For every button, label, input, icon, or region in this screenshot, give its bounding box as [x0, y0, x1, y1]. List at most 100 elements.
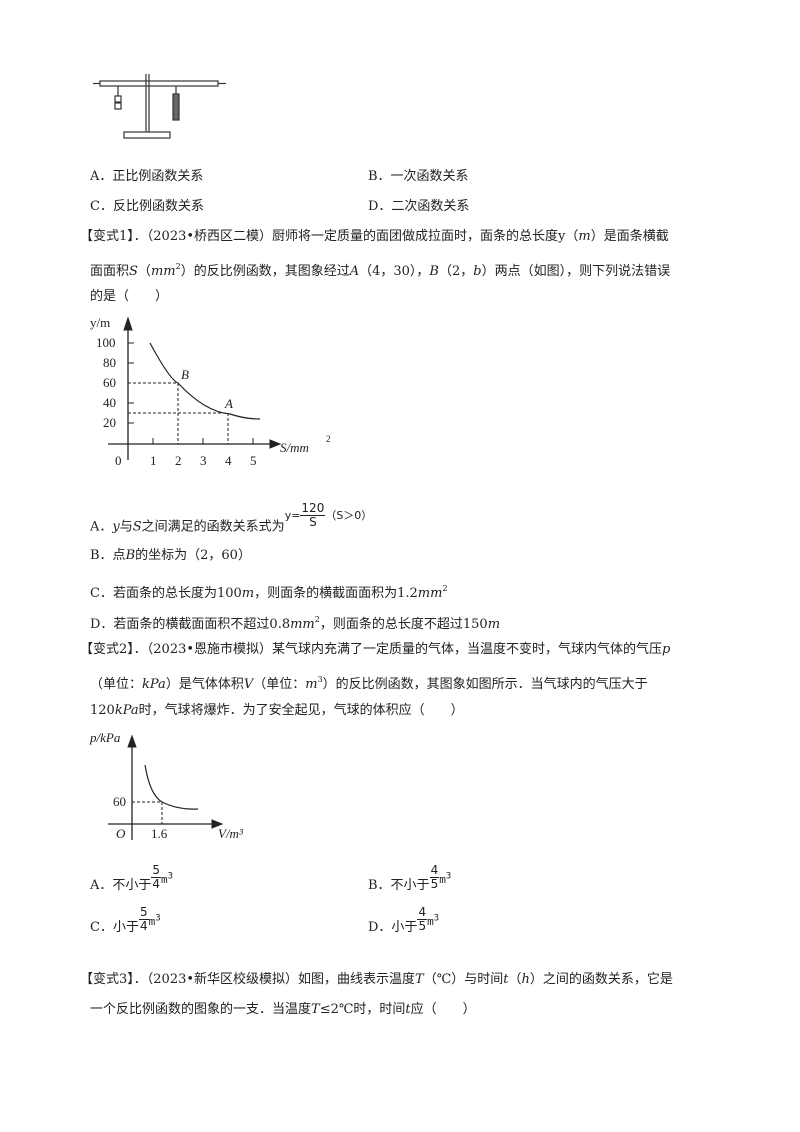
text-segment: （单位： [253, 677, 306, 692]
text-segment: h [521, 972, 530, 987]
text-segment: B．点 [90, 548, 126, 563]
text-segment: ）之间的函数关系，它是 [529, 972, 673, 987]
text-segment: t [405, 1002, 411, 1017]
question-text: 【变式3】．（2023•新华区校级模拟）如图，曲线表示温度T（℃）与时间t（h）… [80, 972, 673, 988]
text-segment: 之间满足的函数关系式为 [141, 519, 285, 535]
formula-lhs: y= [284, 508, 301, 522]
text-segment: 3 [317, 675, 323, 684]
option-d[interactable]: D．若面条的横截面面积不超过0.8mm2，则面条的总长度不超过150m [90, 612, 500, 633]
option-d[interactable]: D．二次函数关系 [368, 199, 469, 215]
unit: m3 [148, 913, 161, 928]
text-segment: A． [90, 519, 113, 535]
question-text: 120kPa时，气球将爆炸．为了安全起见，气球的体积应（ ） [90, 703, 464, 719]
formula-condition: （S＞0） [325, 508, 373, 522]
option-label: D．小于 [368, 920, 418, 935]
length-area-graph [108, 316, 282, 460]
text-segment: T [415, 972, 424, 987]
text-segment: 的是（ ） [90, 289, 169, 304]
text-segment: A [349, 264, 360, 279]
text-segment: 2 [175, 262, 181, 271]
option-label: C．小于 [90, 920, 139, 935]
y-tick: 40 [103, 395, 116, 410]
text-segment: 与 [119, 519, 133, 535]
unit-sup: 3 [445, 871, 452, 882]
x-tick: 2 [175, 453, 182, 468]
text-segment: 【变式2】．（2023•恩施市模拟）某气球内充满了一定质量的气体，当温度不变时，… [80, 642, 663, 657]
x-axis-label: V/m³ [218, 826, 244, 841]
unit-text: m [161, 873, 168, 886]
x-tick: 4 [225, 453, 232, 468]
option-label: B．不小于 [368, 878, 430, 893]
text-segment: B．一次函数关系 [368, 169, 469, 184]
y-tick: 60 [113, 794, 126, 809]
text-segment: （ [137, 264, 151, 279]
option-d[interactable]: D．小于 4 5 m3 [368, 906, 440, 941]
unit: m3 [161, 871, 173, 886]
option-c[interactable]: C．反比例函数关系 [90, 199, 204, 215]
text-segment: （ [565, 229, 579, 244]
text-segment: 应（ ） [410, 1002, 476, 1017]
text-segment: b [473, 264, 482, 279]
question-text: （单位：kPa）是气体体积V（单位：m3）的反比例函数，其图象如图所示．当气球内… [90, 672, 648, 693]
text-segment: C．若面条的总长度为100 [90, 586, 242, 601]
graph2-labels: p/kPa 60 1.6 O V/m³ [89, 730, 244, 841]
text-segment: ，则面条的总长度不超过150 [319, 617, 488, 632]
text-segment: m [487, 617, 501, 632]
text-segment: D．二次函数关系 [368, 199, 470, 214]
formula-denominator: S [309, 515, 317, 529]
option-c[interactable]: C．若面条的总长度为100m，则面条的横截面面积为1.2mm2 [90, 581, 448, 602]
x-tick: 5 [250, 453, 257, 468]
y-tick: 80 [103, 355, 116, 370]
unit-text: m [148, 915, 156, 928]
point-b-label: B [181, 367, 189, 382]
text-segment: C．反比例函数关系 [90, 199, 204, 214]
text-segment: m [578, 229, 591, 244]
option-a[interactable]: A．y与S之间满足的函数关系式为y= 120 S （S＞0） [90, 502, 372, 541]
y-axis-label: p/kPa [89, 730, 121, 745]
text-segment: T [311, 1002, 320, 1017]
x-tick: 1.6 [151, 826, 168, 841]
denominator: 4 [152, 877, 161, 891]
y-tick: 60 [103, 375, 116, 390]
lever-apparatus-figure [93, 74, 226, 139]
text-segment: B [429, 264, 439, 279]
text-segment: y [558, 229, 566, 244]
unit: m3 [427, 913, 440, 928]
text-segment: B [125, 548, 136, 563]
option-b[interactable]: B．一次函数关系 [368, 169, 469, 185]
denominator: 4 [139, 919, 148, 933]
unit-sup: 3 [433, 913, 440, 924]
text-segment: kPa [114, 703, 139, 718]
unit-text: m [439, 873, 446, 886]
text-segment: 面面积 [90, 264, 130, 279]
text-segment: ）的反比例函数，其图象经过 [180, 264, 350, 279]
text-segment: kPa [142, 677, 166, 692]
x-axis-label-sup: 2 [326, 434, 331, 444]
text-segment: 时，气球将爆炸．为了安全起见，气球的体积应（ ） [138, 703, 464, 718]
point-a-label: A [224, 396, 233, 411]
denominator: 5 [418, 919, 427, 933]
text-segment: S [129, 264, 138, 279]
option-b[interactable]: B．点B的坐标为（2，60） [90, 548, 251, 564]
numerator: 4 [429, 863, 440, 878]
text-segment: D．若面条的横截面面积不超过0.8 [90, 617, 291, 632]
text-segment: 2 [314, 615, 320, 624]
text-segment: V [243, 677, 254, 692]
option-a[interactable]: A．不小于 5 4 m3 [90, 864, 173, 899]
question-text: 的是（ ） [90, 289, 168, 305]
text-segment: （单位： [90, 677, 143, 692]
numerator: 5 [138, 905, 149, 920]
text-segment: mm [150, 264, 176, 279]
option-b[interactable]: B．不小于 4 5 m3 [368, 864, 452, 899]
option-a[interactable]: A．正比例函数关系 [90, 169, 203, 185]
text-segment: p [662, 642, 671, 657]
formula-numerator: 120 [300, 501, 326, 516]
y-axis-label: y/m [90, 315, 110, 330]
option-c[interactable]: C．小于 5 4 m3 [90, 906, 161, 941]
unit-text: m [427, 915, 434, 928]
unit: m3 [439, 871, 452, 886]
